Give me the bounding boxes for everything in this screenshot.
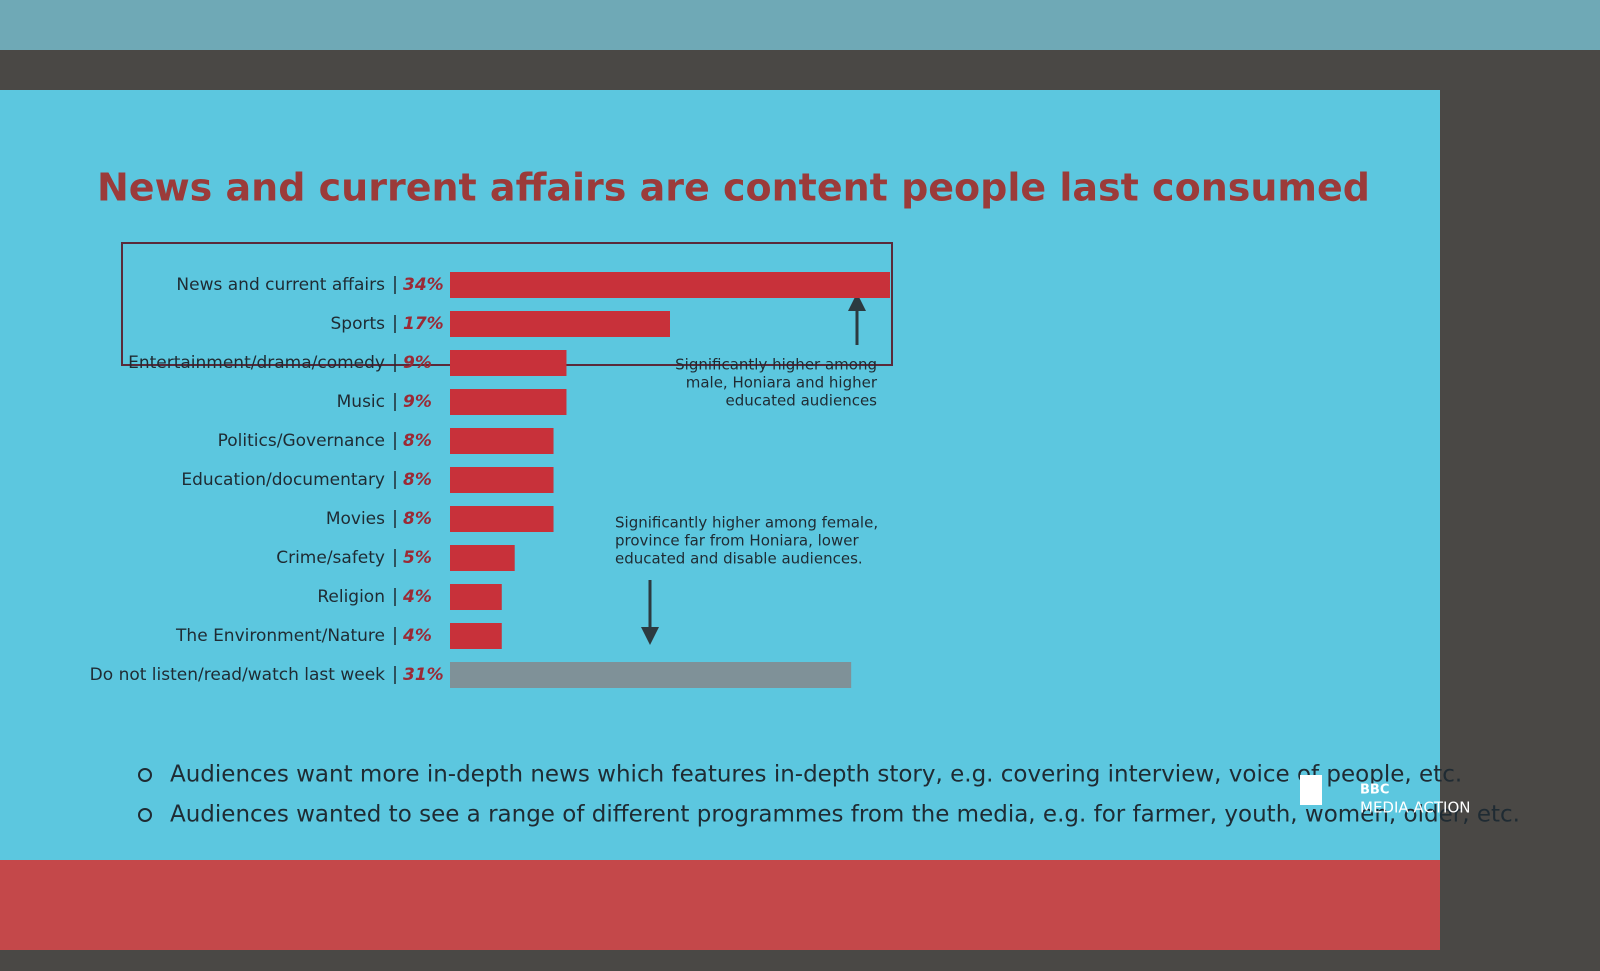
category-label: Music (337, 392, 385, 412)
bullet-marker (138, 768, 152, 782)
screen-top (0, 0, 1600, 50)
annotation: Significantly higher among (675, 356, 877, 374)
bar (450, 350, 567, 376)
bullet-text: Audiences wanted to see a range of diffe… (170, 802, 1520, 828)
category-label: Politics/Governance (218, 431, 385, 451)
category-label: Entertainment/drama/comedy (128, 353, 385, 373)
value-label: 5% (403, 548, 432, 568)
slide-footer-band (0, 860, 1440, 950)
bar (450, 428, 554, 454)
category-label: News and current affairs (176, 275, 385, 295)
bar (450, 467, 554, 493)
bar (450, 545, 515, 571)
value-label: 9% (403, 392, 432, 412)
bar (450, 623, 502, 649)
logo-mark (1300, 775, 1322, 805)
bar (450, 506, 554, 532)
value-label: 8% (403, 431, 432, 451)
category-label: Sports (331, 314, 386, 334)
value-label: 17% (403, 314, 444, 334)
category-label: Crime/safety (276, 548, 385, 568)
annotation: educated audiences (725, 392, 877, 410)
value-label: 9% (403, 353, 432, 373)
logo-brand: BBC (1360, 783, 1389, 798)
bar (450, 389, 567, 415)
bullet-list: Audiences want more in-depth news which … (138, 762, 1520, 828)
bar (450, 311, 670, 337)
logo-name: MEDIA ACTION (1360, 799, 1471, 817)
value-label: 4% (402, 587, 432, 607)
annotation: province far from Honiara, lower (615, 532, 859, 550)
bar (450, 662, 852, 688)
chart-title: News and current affairs are content peo… (97, 166, 1370, 210)
value-label: 31% (403, 665, 444, 685)
value-label: 8% (403, 509, 432, 529)
value-label: 34% (403, 275, 444, 295)
bar (450, 584, 502, 610)
value-label: 8% (403, 470, 432, 490)
category-label: Education/documentary (181, 470, 385, 490)
annotation: male, Honiara and higher (686, 374, 878, 392)
bar (450, 272, 890, 298)
bullet-marker (138, 808, 152, 822)
annotation: Significantly higher among female, (615, 514, 878, 532)
bullet-text: Audiences want more in-depth news which … (170, 762, 1462, 788)
category-label: Movies (326, 509, 385, 529)
category-label: Do not listen/read/watch last week (90, 665, 385, 685)
slide (0, 90, 1440, 870)
category-label: The Environment/Nature (175, 626, 385, 646)
annotation: educated and disable audiences. (615, 550, 863, 568)
value-label: 4% (402, 626, 432, 646)
category-label: Religion (317, 587, 385, 607)
